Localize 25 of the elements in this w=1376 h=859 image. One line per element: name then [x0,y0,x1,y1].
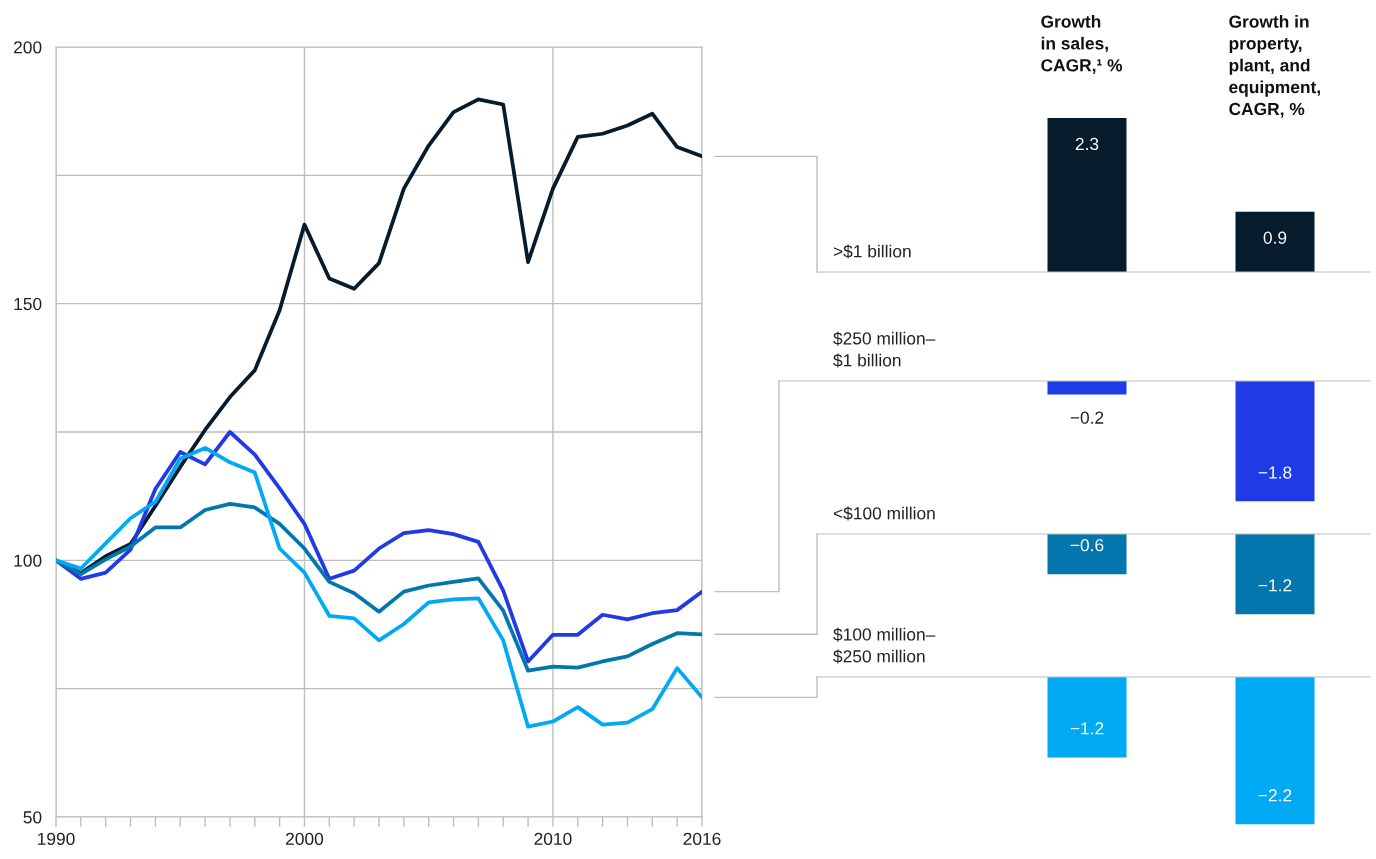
data-label: −2.2 [1258,789,1292,802]
data-label: −1.8 [1258,466,1292,479]
line-series [56,430,702,664]
text: $250 million– $1 billion [833,331,936,368]
line-series [56,501,702,673]
x-tick-label: 1990 [38,832,75,846]
y-tick-label: 50 [23,811,42,824]
data-label: −1.2 [1070,722,1104,735]
y-tick-label: 100 [14,554,42,567]
x-tick-label: 2000 [286,832,324,846]
text: >$1 billion [833,244,911,259]
data-label: 0.9 [1263,231,1287,244]
text: <$100 million [833,506,935,521]
data-label: −0.6 [1070,539,1104,552]
y-tick-label: 150 [14,297,42,311]
data-label: −0.2 [1070,411,1104,424]
y-tick-label: 200 [14,41,42,54]
text: $100 million– $250 million [833,627,936,664]
data-label: −1.2 [1258,579,1292,592]
line-series [56,446,702,729]
x-tick-label: Growth in property, plant, and equipment, CAGR, % [1229,15,1320,118]
x-tick-label: 2010 [534,832,572,846]
x-tick-label: 2016 [683,832,721,846]
x-tick-label: Growth in sales, CAGR,¹ % [1041,15,1123,74]
data-label: 2.3 [1075,137,1099,151]
